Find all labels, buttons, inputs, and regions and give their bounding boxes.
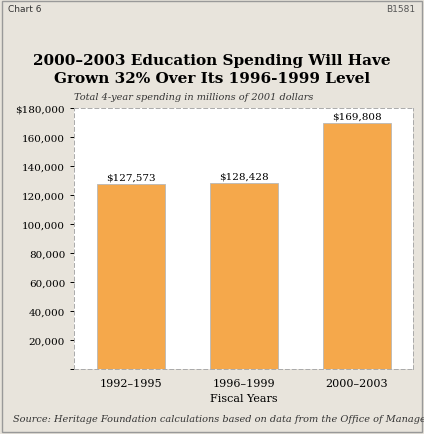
Text: 2000–2003 Education Spending Will Have
Grown 32% Over Its 1996-1999 Level: 2000–2003 Education Spending Will Have G…	[33, 54, 391, 85]
Text: Total 4-year spending in millions of 2001 dollars: Total 4-year spending in millions of 200…	[74, 93, 314, 102]
Bar	[323, 123, 391, 369]
Bar	[210, 183, 278, 369]
Bar	[97, 184, 165, 369]
Text: Chart 6: Chart 6	[8, 5, 42, 14]
Text: $128,428: $128,428	[219, 172, 269, 181]
Text: Source: Heritage Foundation calculations based on data from the Office of Manage: Source: Heritage Foundation calculations…	[13, 414, 424, 423]
Text: $169,808: $169,808	[332, 112, 382, 121]
X-axis label: Fiscal Years: Fiscal Years	[210, 393, 278, 403]
Text: $127,573: $127,573	[106, 173, 156, 182]
Text: B1581: B1581	[386, 5, 416, 14]
